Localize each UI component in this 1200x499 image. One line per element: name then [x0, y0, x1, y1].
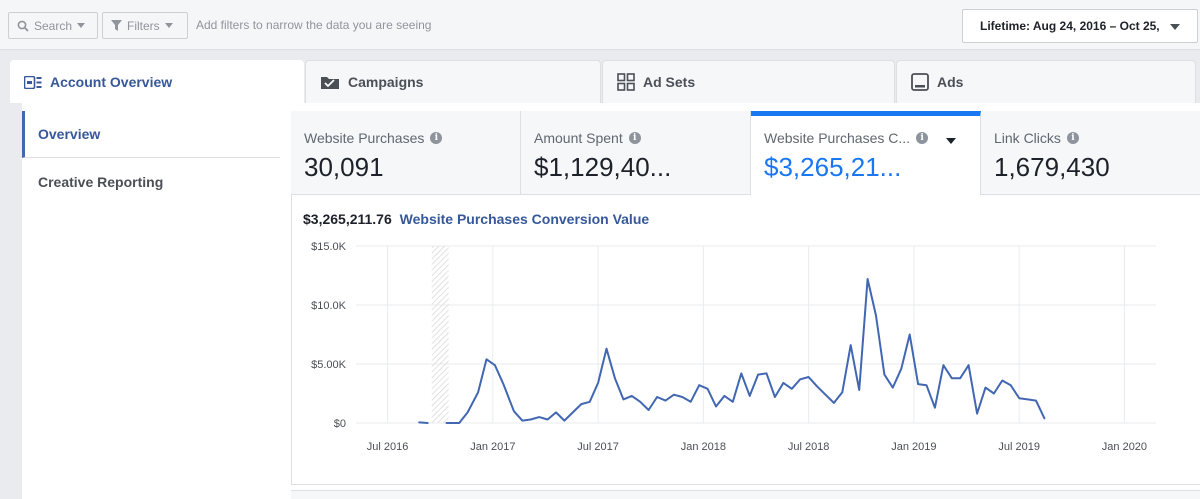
chevron-down-icon — [164, 22, 173, 28]
metric-value: $3,265,21... — [764, 152, 902, 182]
tab-label: Ads — [937, 74, 964, 90]
filter-hint[interactable]: Add filters to narrow the data you are s… — [196, 18, 432, 32]
bottom-strip — [291, 490, 1200, 499]
metric-amount-spent[interactable]: Amount Spent i $1,129,40... — [521, 111, 751, 195]
search-label: Search — [34, 18, 73, 33]
info-icon[interactable]: i — [628, 132, 641, 144]
sidebar-item-overview[interactable]: Overview — [22, 111, 280, 158]
date-range-label: Lifetime: Aug 24, 2016 – Oct 25, — [980, 19, 1160, 33]
info-icon[interactable]: i — [916, 132, 929, 144]
tab-campaigns[interactable]: Campaigns — [305, 60, 601, 103]
chart-title: $3,265,211.76 Website Purchases Conversi… — [303, 211, 649, 227]
left-rail — [10, 103, 22, 499]
info-icon[interactable]: i — [430, 132, 443, 144]
tab-label: Campaigns — [348, 74, 424, 90]
tab-ad-sets[interactable]: Ad Sets — [602, 60, 895, 103]
account-overview-icon — [24, 75, 42, 89]
metric-value: 30,091 — [304, 152, 384, 182]
chart-panel — [291, 195, 1200, 485]
chevron-down-icon — [1170, 24, 1180, 30]
info-icon[interactable]: i — [1066, 132, 1079, 144]
tab-label: Account Overview — [50, 74, 173, 90]
search-button[interactable]: Search — [8, 12, 98, 39]
metric-label: Website Purchases C... — [764, 130, 911, 146]
folder-icon — [321, 77, 339, 89]
sidebar-item-creative-reporting[interactable]: Creative Reporting — [38, 174, 164, 190]
search-icon — [17, 20, 29, 32]
filters-button[interactable]: Filters — [102, 12, 188, 39]
metric-link-clicks[interactable]: Link Clicks i 1,679,430 — [981, 111, 1200, 195]
metric-website-purchases[interactable]: Website Purchases i 30,091 — [291, 111, 521, 195]
metric-label: Amount Spent — [534, 130, 623, 146]
chart-total-value: $3,265,211.76 — [303, 211, 392, 227]
tab-account-overview[interactable]: Account Overview — [10, 60, 304, 104]
metric-label: Link Clicks — [994, 130, 1061, 146]
metric-website-purchases-conversion-value[interactable]: Website Purchases C... i $3,265,21... — [751, 111, 981, 195]
metric-value: 1,679,430 — [994, 152, 1110, 182]
chevron-down-icon — [77, 22, 86, 28]
filter-icon — [111, 20, 122, 31]
metric-value: $1,129,40... — [534, 152, 672, 182]
grid-icon — [617, 73, 635, 91]
date-range-picker[interactable]: Lifetime: Aug 24, 2016 – Oct 25, — [962, 9, 1198, 43]
chart-metric-link[interactable]: Website Purchases Conversion Value — [399, 211, 650, 227]
metric-label: Website Purchases — [304, 130, 425, 146]
tab-label: Ad Sets — [643, 74, 696, 90]
toolbar: Search Filters Add filters to narrow the… — [0, 0, 1200, 50]
filters-label: Filters — [127, 18, 160, 33]
ad-icon — [911, 73, 929, 91]
metric-dropdown-icon[interactable] — [946, 138, 956, 144]
tab-ads[interactable]: Ads — [896, 60, 1196, 103]
